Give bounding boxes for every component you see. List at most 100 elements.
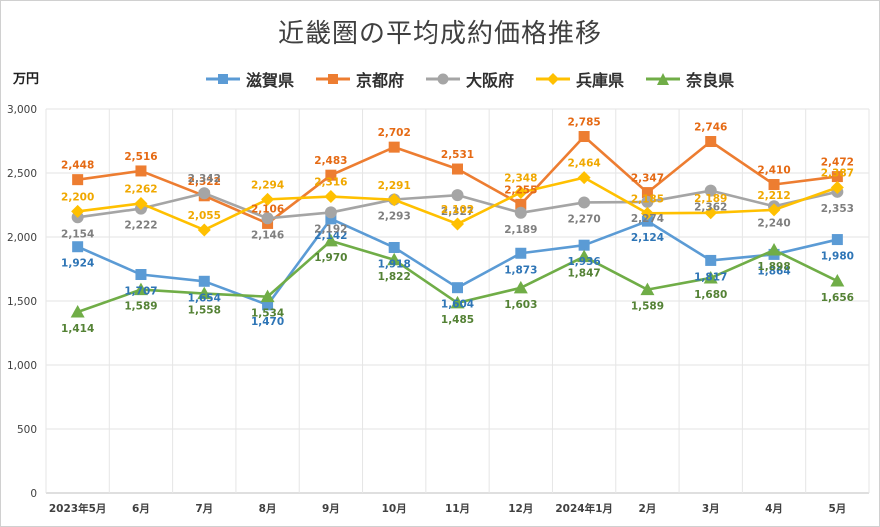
data-label: 2,189	[504, 224, 537, 236]
data-label: 2,785	[568, 117, 601, 129]
data-label: 2,327	[441, 206, 474, 218]
data-label: 2,353	[821, 203, 854, 215]
data-point-marker	[767, 203, 781, 217]
data-label: 1,936	[568, 256, 601, 268]
y-tick-label: 0	[30, 488, 37, 500]
legend-label-kyoto: 京都府	[356, 71, 405, 90]
data-point-marker	[768, 179, 780, 191]
x-tick-label: 2024年1月	[555, 502, 613, 515]
y-tick-label: 1,500	[7, 296, 37, 308]
data-point-marker	[705, 136, 717, 148]
data-label: 1,924	[61, 258, 94, 270]
data-point-marker	[198, 187, 211, 200]
data-point-marker	[261, 192, 275, 206]
data-point-marker	[452, 282, 463, 294]
x-tick-label: 12月	[508, 503, 533, 515]
data-label: 2,270	[568, 213, 601, 225]
data-label: 1,680	[694, 289, 727, 301]
data-point-marker	[72, 174, 84, 186]
data-point-marker	[260, 289, 275, 303]
data-label: 2,448	[61, 160, 94, 172]
data-label: 2,472	[821, 157, 854, 169]
data-label: 1,589	[124, 301, 157, 313]
data-label: 2,362	[694, 202, 727, 214]
data-point-marker	[640, 282, 655, 296]
data-point-marker	[135, 165, 147, 177]
legend-item-nara: 奈良県	[646, 67, 734, 91]
data-point-marker	[323, 233, 338, 247]
data-label: 2,200	[61, 191, 94, 203]
data-point-marker	[578, 196, 591, 209]
data-label: 1,817	[694, 271, 727, 283]
data-label: 2,531	[441, 149, 474, 161]
data-label: 1,970	[314, 252, 347, 264]
data-label: 1,656	[821, 292, 854, 304]
data-point-marker	[135, 269, 147, 281]
data-point-marker	[387, 193, 401, 207]
data-label: 1,980	[821, 251, 854, 263]
data-label: 1,918	[378, 258, 411, 270]
data-point-marker	[70, 305, 85, 318]
legend-label-osaka: 大阪府	[466, 71, 515, 90]
data-label: 2,342	[188, 173, 221, 185]
data-label: 1,873	[504, 264, 537, 276]
data-point-marker	[197, 286, 212, 300]
data-point-marker	[452, 163, 463, 175]
y-tick-label: 2,000	[7, 232, 37, 244]
data-label: 2,293	[378, 210, 411, 222]
data-point-marker	[134, 196, 148, 210]
data-label: 1,414	[61, 323, 94, 335]
legend: 滋賀県 京都府 大阪府 兵庫県	[206, 67, 734, 91]
data-point-marker	[514, 185, 528, 199]
data-point-marker	[514, 206, 527, 219]
data-point-marker	[388, 141, 400, 153]
data-point-marker	[704, 184, 717, 197]
data-point-marker	[324, 206, 337, 219]
data-label: 2,255	[504, 184, 537, 196]
x-tick-label: 10月	[382, 503, 407, 515]
data-point-marker	[72, 241, 84, 253]
data-label: 2,322	[188, 176, 221, 188]
data-point-marker	[830, 180, 844, 194]
data-point-marker	[705, 254, 717, 266]
data-label: 1,847	[568, 268, 601, 280]
x-tick-label: 2月	[639, 503, 657, 515]
data-point-marker	[324, 190, 338, 204]
legend-key-hyogo	[536, 73, 571, 85]
data-point-marker	[513, 280, 528, 294]
data-point-marker	[641, 195, 654, 208]
data-label: 2,124	[631, 232, 664, 244]
legend-label-hyogo: 兵庫県	[576, 71, 625, 90]
data-point-marker	[641, 187, 653, 199]
data-point-marker	[197, 223, 211, 237]
data-label: 2,222	[124, 220, 157, 232]
data-point-marker	[515, 247, 527, 259]
data-label: 2,516	[124, 151, 157, 163]
data-label: 1,822	[378, 271, 411, 283]
chart-title: 近畿圏の平均成約価格推移	[277, 19, 602, 49]
data-label: 2,291	[378, 180, 411, 192]
data-point-marker	[387, 252, 402, 266]
data-point-marker	[577, 171, 591, 185]
x-tick-label: 4月	[765, 503, 783, 515]
legend-label-nara: 奈良県	[686, 71, 735, 90]
data-label: 2,212	[757, 190, 790, 202]
y-tick-label: 3,000	[7, 104, 37, 116]
data-point-marker	[515, 198, 527, 210]
data-label: 1,485	[441, 314, 474, 326]
data-label: 1,707	[124, 286, 157, 298]
data-point-marker	[451, 217, 464, 231]
data-label: 1,898	[757, 261, 790, 273]
data-label: 2,240	[757, 217, 790, 229]
data-label: 2,348	[504, 172, 537, 184]
x-tick-label: 2023年5月	[49, 502, 107, 515]
data-label: 2,185	[631, 193, 664, 205]
data-label: 1,864	[757, 265, 790, 277]
x-tick-label: 7月	[195, 503, 213, 515]
data-label: 2,387	[821, 167, 854, 179]
data-label: 1,534	[251, 308, 284, 320]
data-label: 2,464	[568, 158, 601, 170]
data-label: 2,146	[251, 229, 284, 241]
